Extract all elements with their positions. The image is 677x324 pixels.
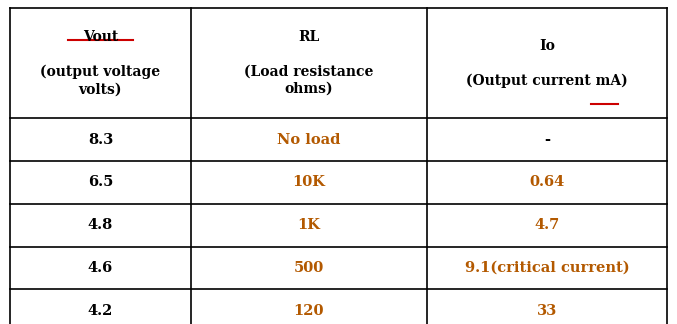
Text: 6.5: 6.5 (88, 175, 113, 190)
Text: 10K: 10K (292, 175, 326, 190)
Text: -: - (544, 133, 550, 147)
Text: 9.1(critical current): 9.1(critical current) (464, 261, 630, 275)
Text: 4.6: 4.6 (88, 261, 113, 275)
Text: 500: 500 (294, 261, 324, 275)
Text: Io

(Output current mA): Io (Output current mA) (466, 39, 628, 88)
Text: 4.2: 4.2 (88, 304, 113, 318)
Text: 1K: 1K (297, 218, 320, 232)
Text: 33: 33 (537, 304, 557, 318)
Text: 4.7: 4.7 (534, 218, 560, 232)
Text: 120: 120 (294, 304, 324, 318)
Text: Vout

(output voltage
volts): Vout (output voltage volts) (41, 30, 160, 96)
Text: 0.64: 0.64 (529, 175, 565, 190)
Text: RL

(Load resistance
ohms): RL (Load resistance ohms) (244, 30, 374, 96)
Text: 4.8: 4.8 (88, 218, 113, 232)
Text: No load: No load (278, 133, 341, 147)
Text: 8.3: 8.3 (88, 133, 113, 147)
